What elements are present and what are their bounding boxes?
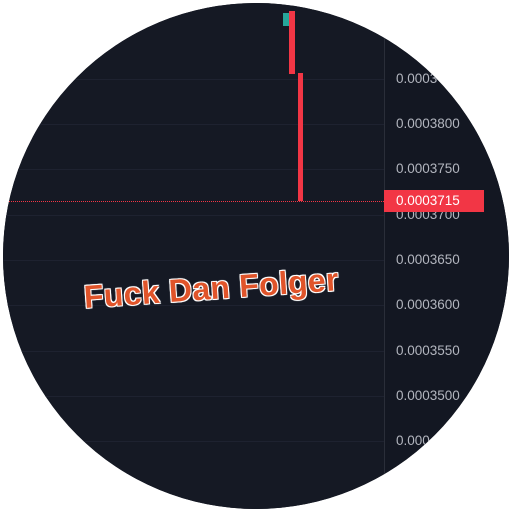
candle[interactable] [289,11,295,74]
y-tick-label: 0.0003600 [396,297,460,313]
grid-line [3,169,384,170]
y-tick-label: 0.0003550 [396,343,460,359]
grid-line [3,260,384,261]
grid-line [3,79,384,80]
last-price-label: 0.0003715 [384,190,484,212]
chart-disc: 0.0003 0.0003800 0.0003750 0.0003700 0.00036… [3,3,509,509]
grid-line [3,215,384,216]
price-axis-line [384,3,385,509]
y-tick-label: 0.0003500 [396,388,460,404]
y-tick-label: 0.0003800 [396,116,460,132]
y-tick-label: 0.0003750 [396,161,460,177]
candle[interactable] [298,73,303,201]
grid-line [3,351,384,352]
grid-line [3,124,384,125]
grid-line [3,396,384,397]
y-tick-label: 0.0003 [396,71,437,87]
grid-line [3,441,384,442]
y-tick-label: 0.0003650 [396,252,460,268]
last-price-line [3,201,384,202]
y-tick-label: 0.000 [396,433,430,449]
